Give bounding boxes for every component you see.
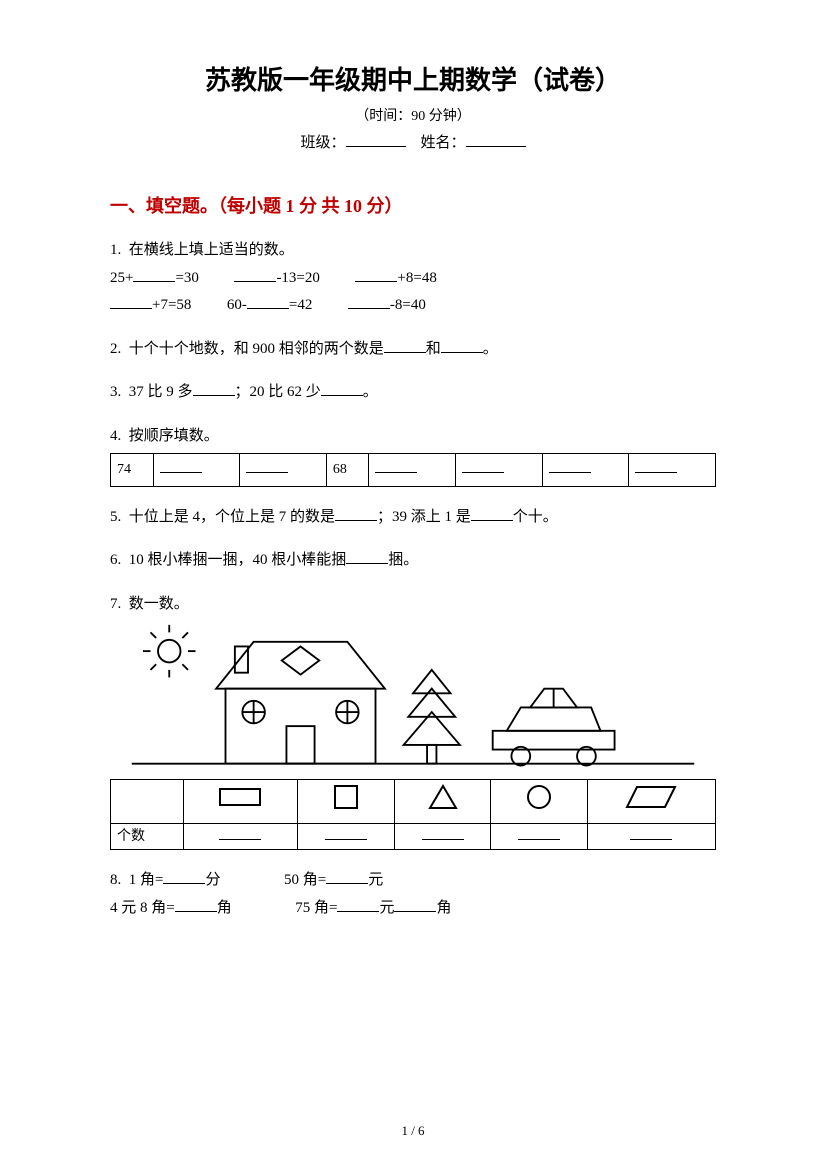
q7-ans-5[interactable] xyxy=(587,824,715,850)
question-7: 7. 数一数。 xyxy=(110,592,716,851)
q4-cell-3[interactable]: 68 xyxy=(326,454,369,487)
q6-b: 捆。 xyxy=(388,552,418,568)
time-note: （时间：90 分钟） xyxy=(110,105,716,125)
q8-c1: 4 元 8 角= xyxy=(110,900,175,916)
q4-cell-4[interactable] xyxy=(369,454,456,487)
exam-title: 苏教版一年级期中上期数学（试卷） xyxy=(110,60,716,97)
q5-b: ；39 添上 1 是 xyxy=(377,509,471,525)
page-footer: 1 / 6 xyxy=(0,1123,826,1139)
shape-circle xyxy=(491,780,588,824)
q3-a: 37 比 9 多 xyxy=(129,384,193,400)
q8-d3: 角 xyxy=(436,900,451,916)
q1-a2: =30 xyxy=(175,270,198,286)
q8-blank-4[interactable] xyxy=(337,897,379,912)
shape-parallelogram xyxy=(587,780,715,824)
q8-blank-1[interactable] xyxy=(163,869,205,884)
q1-f: -8=40 xyxy=(390,297,426,313)
q4-prompt: 按顺序填数。 xyxy=(129,428,219,444)
q1-a: 25+ xyxy=(110,270,133,286)
name-blank[interactable] xyxy=(466,132,526,147)
q8-b2: 元 xyxy=(368,872,383,888)
shape-rect xyxy=(183,780,298,824)
question-2: 2. 十个十个地数，和 900 相邻的两个数是和。 xyxy=(110,337,716,363)
q4-cell-1[interactable] xyxy=(153,454,240,487)
q1-prompt: 在横线上填上适当的数。 xyxy=(129,242,294,258)
q2-blank-2[interactable] xyxy=(441,338,483,353)
q1-e: 60- xyxy=(227,297,247,313)
q3-blank-1[interactable] xyxy=(193,381,235,396)
q5-blank-2[interactable] xyxy=(471,506,513,521)
q5-c: 个十。 xyxy=(513,509,558,525)
q7-scene xyxy=(110,623,716,773)
q7-ans-3[interactable] xyxy=(394,824,491,850)
section-1-header: 一、填空题。（每小题 1 分 共 10 分） xyxy=(110,192,716,218)
q4-cell-5[interactable] xyxy=(455,454,542,487)
q7-ans-4[interactable] xyxy=(491,824,588,850)
name-label: 姓名： xyxy=(421,135,466,151)
q8-blank-3[interactable] xyxy=(175,897,217,912)
q2-a: 十个十个地数，和 900 相邻的两个数是 xyxy=(129,341,384,357)
q7-ans-2[interactable] xyxy=(298,824,395,850)
q6-a: 10 根小棒捆一捆，40 根小棒能捆 xyxy=(129,552,347,568)
q4-cell-6[interactable] xyxy=(542,454,629,487)
question-3: 3. 37 比 9 多；20 比 62 少。 xyxy=(110,380,716,406)
class-blank[interactable] xyxy=(346,132,406,147)
q5-a: 十位上是 4，个位上是 7 的数是 xyxy=(129,509,335,525)
q3-blank-2[interactable] xyxy=(321,381,363,396)
q1-b: -13=20 xyxy=(276,270,319,286)
q1-blank-4[interactable] xyxy=(110,294,152,309)
name-line: 班级： 姓名： xyxy=(110,131,716,152)
q1-blank-2[interactable] xyxy=(234,267,276,282)
q8-d1: 75 角= xyxy=(295,900,337,916)
q6-blank-1[interactable] xyxy=(346,549,388,564)
question-5: 5. 十位上是 4，个位上是 7 的数是；39 添上 1 是个十。 xyxy=(110,505,716,531)
question-4: 4. 按顺序填数。 74 68 xyxy=(110,424,716,487)
q8-d2: 元 xyxy=(379,900,394,916)
q2-blank-1[interactable] xyxy=(384,338,426,353)
q1-e2: =42 xyxy=(289,297,312,313)
q7-row-label: 个数 xyxy=(111,824,184,850)
q8-b1: 50 角= xyxy=(284,872,326,888)
q8-blank-5[interactable] xyxy=(394,897,436,912)
q3-c: 。 xyxy=(363,384,378,400)
q4-table: 74 68 xyxy=(110,453,716,487)
q8-blank-2[interactable] xyxy=(326,869,368,884)
q8-c2: 角 xyxy=(217,900,232,916)
q4-cell-2[interactable] xyxy=(240,454,327,487)
q2-c: 。 xyxy=(483,341,498,357)
scene-svg xyxy=(110,623,716,773)
q7-table: 个数 xyxy=(110,779,716,850)
question-1: 1. 在横线上填上适当的数。 25+=30 -13=20 +8=48 +7=58… xyxy=(110,238,716,319)
q2-b: 和 xyxy=(426,341,441,357)
q1-blank-1[interactable] xyxy=(133,267,175,282)
q1-blank-6[interactable] xyxy=(348,294,390,309)
q8-a2: 分 xyxy=(205,872,220,888)
q3-b: ；20 比 62 少 xyxy=(235,384,321,400)
class-label: 班级： xyxy=(300,135,345,151)
q4-cell-0[interactable]: 74 xyxy=(111,454,154,487)
q8-a1: 1 角= xyxy=(129,872,164,888)
question-8: 8. 1 角=分 50 角=元 4 元 8 角=角 75 角=元角 xyxy=(110,868,716,921)
q1-c: +8=48 xyxy=(397,270,436,286)
shape-square xyxy=(298,780,395,824)
q1-d: +7=58 xyxy=(152,297,191,313)
question-6: 6. 10 根小棒捆一捆，40 根小棒能捆捆。 xyxy=(110,548,716,574)
q1-blank-3[interactable] xyxy=(355,267,397,282)
shape-triangle xyxy=(394,780,491,824)
q1-blank-5[interactable] xyxy=(247,294,289,309)
q7-ans-1[interactable] xyxy=(183,824,298,850)
q4-cell-7[interactable] xyxy=(629,454,716,487)
q7-prompt: 数一数。 xyxy=(129,596,189,612)
q5-blank-1[interactable] xyxy=(335,506,377,521)
